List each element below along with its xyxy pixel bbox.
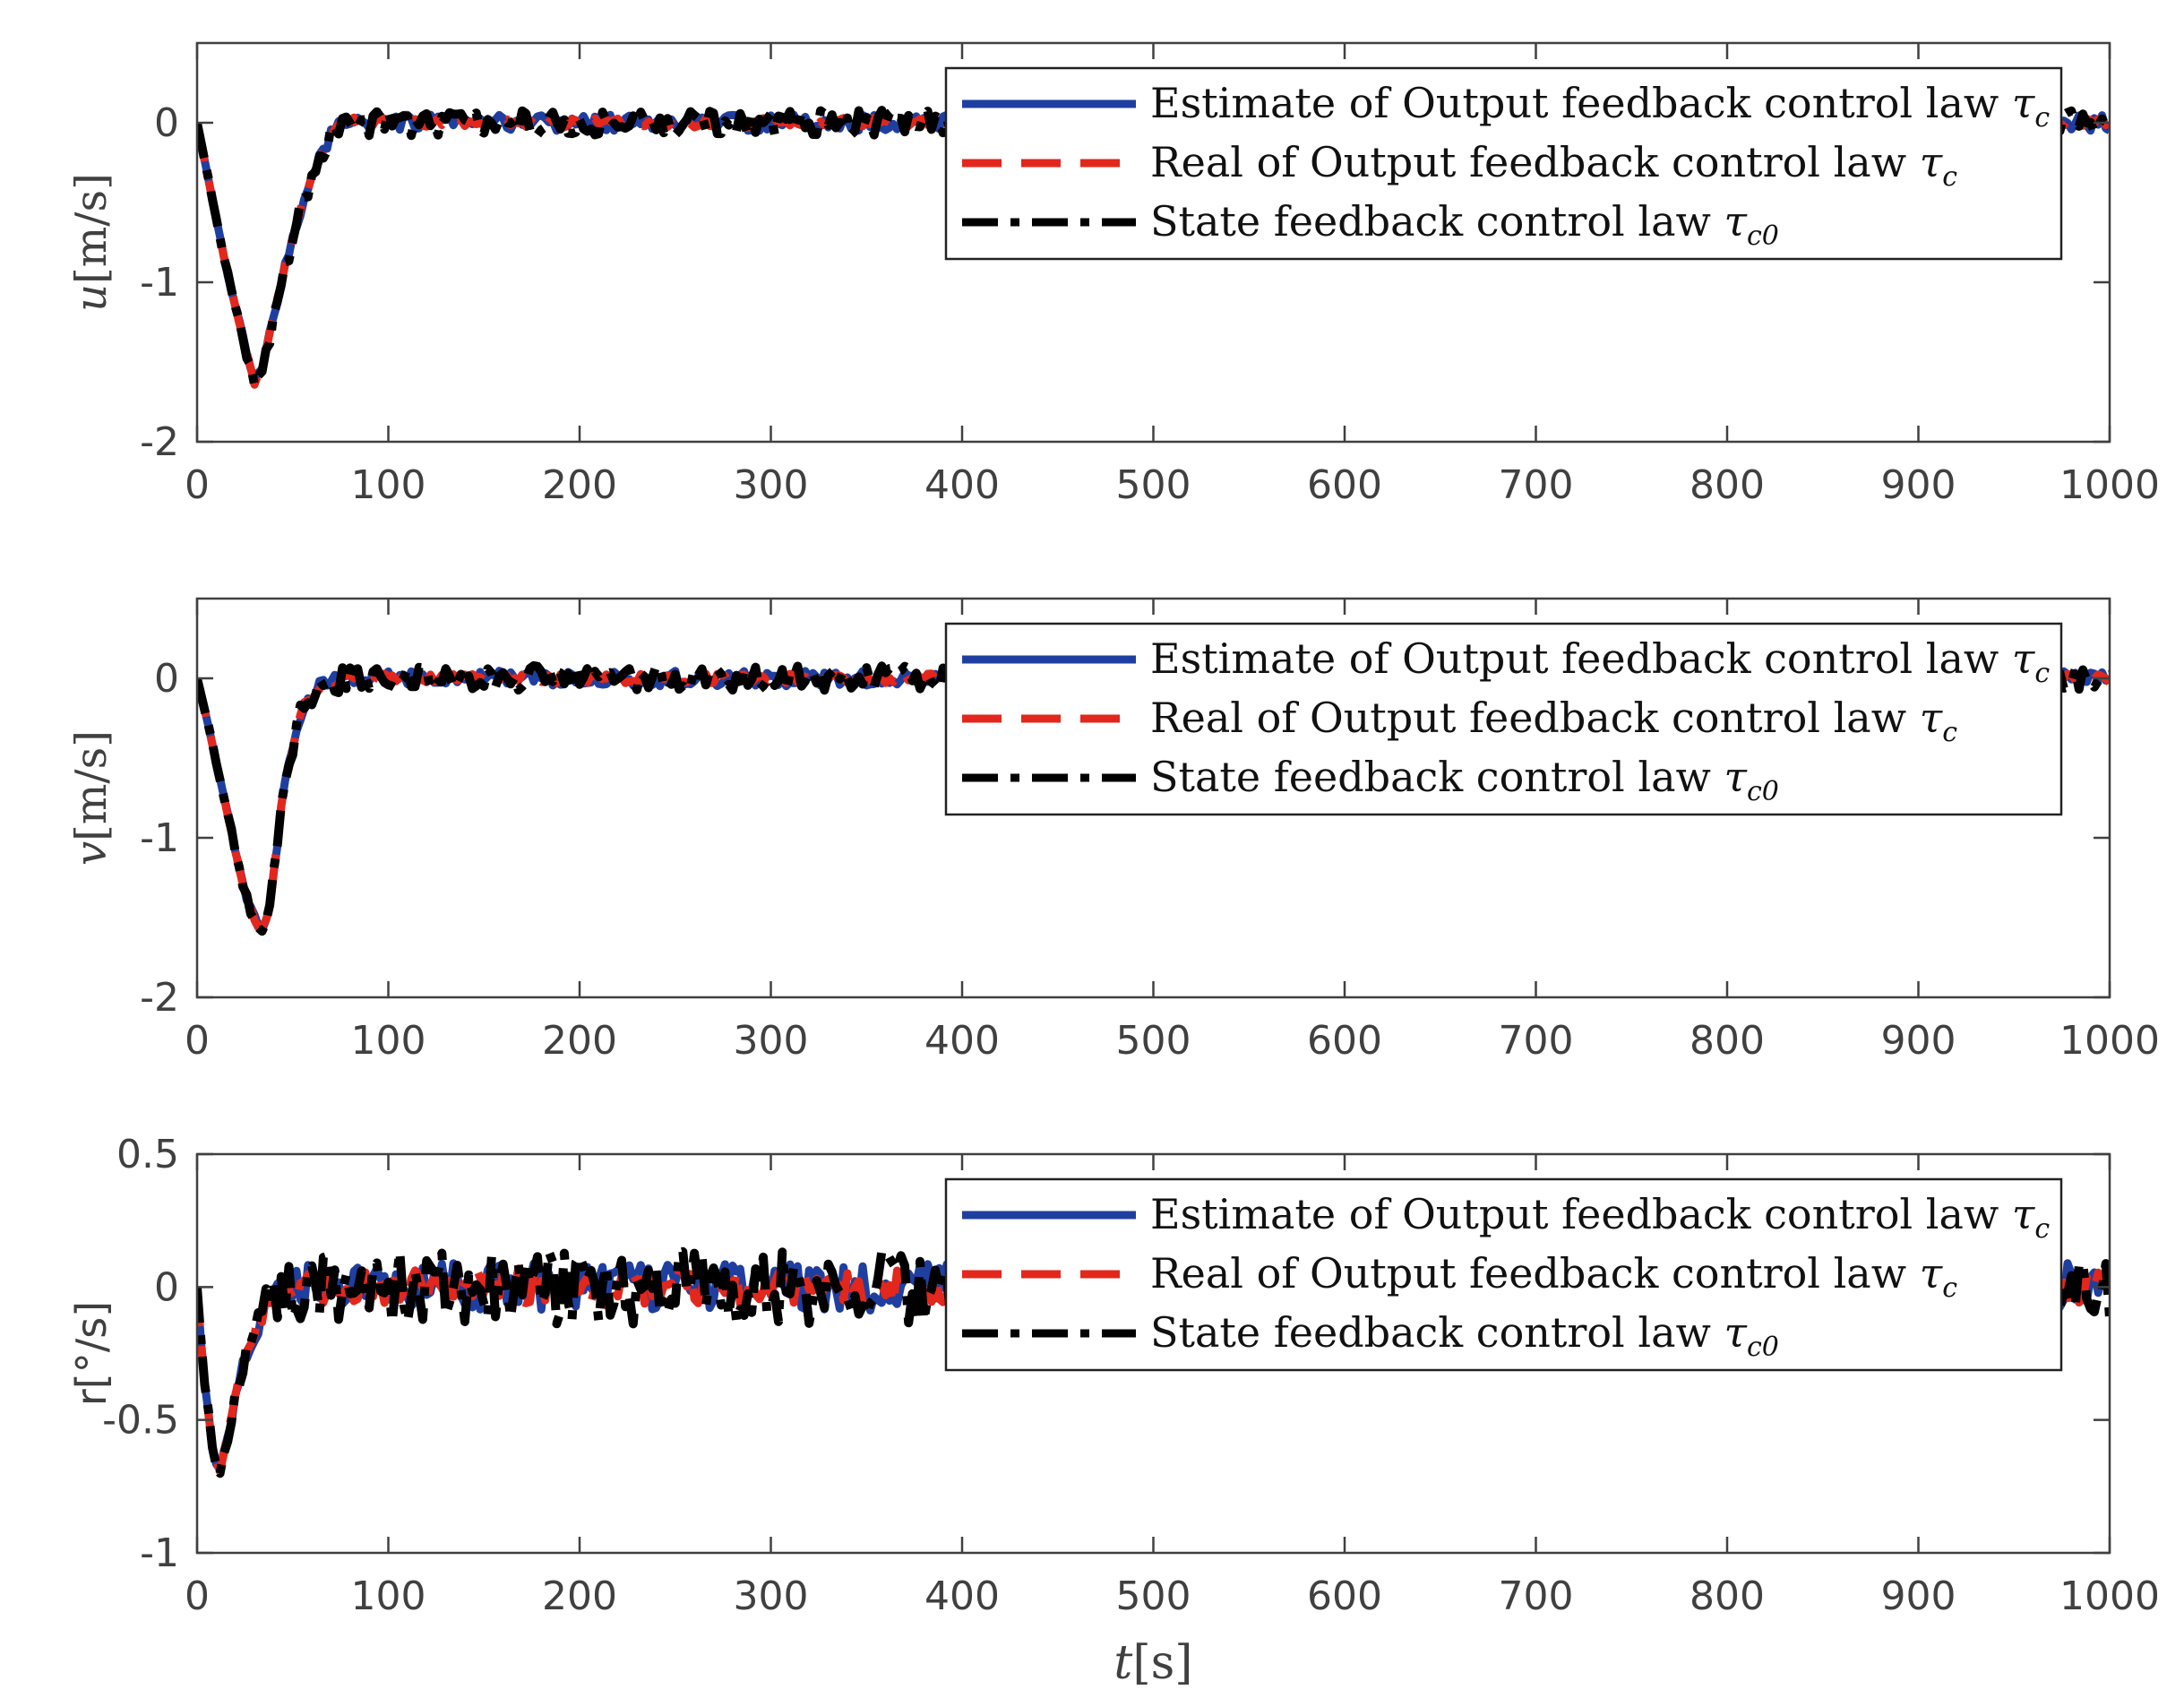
y-tick-label-v-2: -2 xyxy=(140,975,179,1021)
y-axis-symbol-u: u xyxy=(66,284,116,312)
x-tick-label-u-3: 300 xyxy=(734,462,809,508)
y-tick-label-r-1: 0 xyxy=(154,1264,179,1310)
legend-subscript: c xyxy=(1942,161,1957,193)
legend-name: Real of Output feedback control law xyxy=(1150,1249,1920,1297)
y-tick-label-r-3: -1 xyxy=(140,1530,179,1576)
x-tick-label-v-2: 200 xyxy=(542,1018,617,1064)
legend-label-u-2: Real of Output feedback control law τc xyxy=(1150,138,1957,193)
x-tick-label-u-1: 100 xyxy=(351,462,426,508)
legend-symbol: τ xyxy=(1920,138,1944,186)
legend-subscript: c0 xyxy=(1747,220,1779,252)
legend-name: State feedback control law xyxy=(1150,197,1724,246)
x-tick-label-r-5: 500 xyxy=(1116,1573,1191,1619)
legend-v: Estimate of Output feedback control law … xyxy=(944,622,2063,816)
legend-symbol: τ xyxy=(2012,634,2036,683)
panel-v: 0 100 200 300 400 500 600 700 800 900 1000 0 -1 -2 v[m… xyxy=(66,597,2160,1064)
legend-symbol: τ xyxy=(2012,79,2036,127)
x-tick-label-v-3: 300 xyxy=(734,1018,809,1064)
x-tick-label-v-9: 900 xyxy=(1881,1018,1956,1064)
x-tick-label-v-1: 100 xyxy=(351,1018,426,1064)
x-tick-label-u-10: 1000 xyxy=(2059,462,2160,508)
x-axis-symbol: t xyxy=(1113,1636,1132,1690)
legend-subscript: c xyxy=(2034,658,2050,689)
y-axis-unit-r: r[°/s] xyxy=(67,1301,116,1406)
legend-symbol: τ xyxy=(2012,1190,2036,1238)
panels: 0 100 200 300 400 500 600 700 800 900 10000-1-2u[m… xyxy=(66,41,2160,1690)
y-axis-unit-v: [m/s] xyxy=(66,730,116,841)
legend-u: Estimate of Output feedback control law … xyxy=(944,66,2063,261)
x-tick-label-r-4: 400 xyxy=(924,1573,1000,1619)
y-tick-label-u-0: 0 xyxy=(154,100,179,146)
x-tick-label-u-0: 0 xyxy=(185,462,210,508)
legend-symbol: τ xyxy=(1920,694,1944,742)
legend-label-r-2: Real of Output feedback control law τc xyxy=(1150,1249,1957,1304)
legend-label-u-1: Estimate of Output feedback control law … xyxy=(1150,79,2050,134)
y-tick-label-r-2: -0.5 xyxy=(102,1398,179,1444)
legend-name: State feedback control law xyxy=(1150,753,1724,801)
x-tick-label-v-8: 800 xyxy=(1690,1018,1765,1064)
legend-subscript: c xyxy=(1942,717,1957,748)
legend-label-v-3: State feedback control law τc0 xyxy=(1150,753,1779,807)
legend-symbol: τ xyxy=(1724,197,1749,246)
legend-name: Real of Output feedback control law xyxy=(1150,138,1920,186)
legend-name: Estimate of Output feedback control law xyxy=(1150,1190,2012,1238)
x-tick-label-v-0: 0 xyxy=(185,1018,210,1064)
x-tick-label-r-10: 1000 xyxy=(2059,1573,2160,1619)
x-tick-label-r-9: 900 xyxy=(1881,1573,1956,1619)
legend-name: Estimate of Output feedback control law xyxy=(1150,634,2012,683)
legend-name: Estimate of Output feedback control law xyxy=(1150,79,2012,127)
legend-subscript: c xyxy=(1942,1272,1957,1304)
x-tick-label-r-6: 600 xyxy=(1307,1573,1382,1619)
x-tick-label-u-9: 900 xyxy=(1881,462,1956,508)
y-tick-label-u-2: -2 xyxy=(140,419,179,465)
legend-symbol: τ xyxy=(1724,753,1749,801)
x-tick-label-r-0: 0 xyxy=(185,1573,210,1619)
legend-label-v-1: Estimate of Output feedback control law … xyxy=(1150,634,2050,689)
x-tick-label-u-5: 500 xyxy=(1116,462,1191,508)
x-tick-label-r-1: 100 xyxy=(351,1573,426,1619)
y-axis-label-u: u[m/s] xyxy=(66,173,116,312)
x-tick-label-u-4: 400 xyxy=(924,462,1000,508)
legend-symbol: τ xyxy=(1724,1308,1749,1357)
x-tick-label-v-4: 400 xyxy=(924,1018,1000,1064)
x-tick-label-r-2: 200 xyxy=(542,1573,617,1619)
legend-subscript: c xyxy=(2034,1213,2050,1245)
legend-subscript: c0 xyxy=(1747,776,1779,807)
x-tick-label-u-6: 600 xyxy=(1307,462,1382,508)
x-tick-label-u-8: 800 xyxy=(1690,462,1765,508)
y-tick-label-v-0: 0 xyxy=(154,656,179,702)
x-tick-label-u-7: 700 xyxy=(1499,462,1574,508)
y-axis-unit-u: [m/s] xyxy=(66,173,116,284)
x-tick-label-u-2: 200 xyxy=(542,462,617,508)
x-tick-label-r-3: 300 xyxy=(734,1573,809,1619)
panel-u: 0 100 200 300 400 500 600 700 800 900 1000 0 -1 -2 u[m… xyxy=(66,41,2160,508)
x-tick-label-v-6: 600 xyxy=(1307,1018,1382,1064)
y-tick-label-v-1: -1 xyxy=(140,815,179,861)
legend-label-r-1: Estimate of Output feedback control law … xyxy=(1150,1190,2050,1245)
legend-label-v-2: Real of Output feedback control law τc xyxy=(1150,694,1957,748)
y-axis-symbol-v: v xyxy=(66,841,116,866)
x-tick-label-r-7: 700 xyxy=(1499,1573,1574,1619)
legend-subscript: c0 xyxy=(1747,1332,1779,1363)
legend-label-r-3: State feedback control law τc0 xyxy=(1150,1308,1779,1363)
y-axis-label-v: v[m/s] xyxy=(66,730,116,866)
x-tick-label-r-8: 800 xyxy=(1690,1573,1765,1619)
x-tick-label-v-5: 500 xyxy=(1116,1018,1191,1064)
x-axis-label: t[s] xyxy=(1113,1636,1192,1690)
panel-r: 0 100 200 300 400 500 600 700 800 900 1000 0.5 0 -0.5… xyxy=(67,1132,2160,1690)
x-tick-label-v-10: 1000 xyxy=(2059,1018,2160,1064)
legend-symbol: τ xyxy=(1920,1249,1944,1297)
x-axis-unit: [s] xyxy=(1132,1636,1192,1690)
legend-r: Estimate of Output feedback control law … xyxy=(944,1177,2063,1372)
legend-subscript: c xyxy=(2034,102,2050,134)
y-axis-label-r: r[°/s] xyxy=(67,1301,116,1406)
x-tick-label-v-7: 700 xyxy=(1499,1018,1574,1064)
legend-name: Real of Output feedback control law xyxy=(1150,694,1920,742)
y-tick-label-u-1: -1 xyxy=(140,260,179,306)
legend-name: State feedback control law xyxy=(1150,1308,1724,1357)
y-tick-label-r-0: 0.5 xyxy=(116,1132,179,1177)
legend-label-u-3: State feedback control law τc0 xyxy=(1150,197,1779,252)
